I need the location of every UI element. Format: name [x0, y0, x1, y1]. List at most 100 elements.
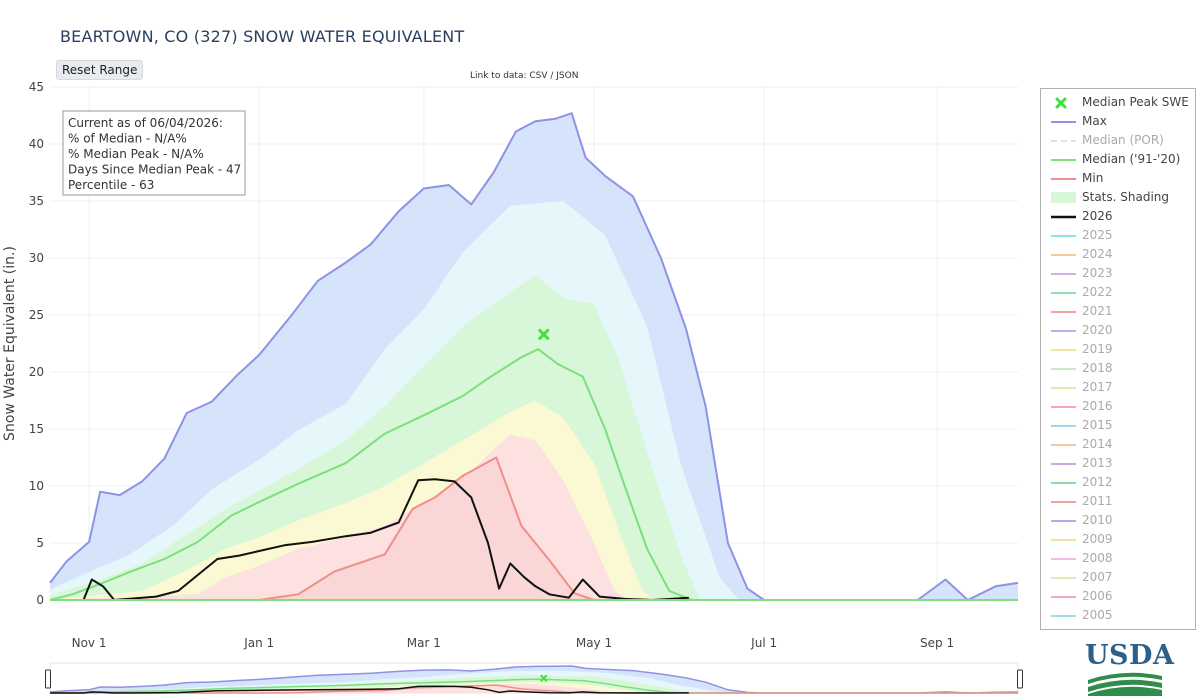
legend-item[interactable]: 2011: [1041, 492, 1195, 511]
legend-symbol: [1051, 444, 1076, 446]
min-line[interactable]: [50, 456, 1018, 601]
info-line: Days Since Median Peak - 47: [68, 163, 241, 177]
max-line[interactable]: [49, 112, 1019, 601]
slider-handle-right[interactable]: [1017, 669, 1023, 689]
legend-label: 2026: [1082, 209, 1113, 223]
legend-label: 2011: [1082, 494, 1113, 508]
legend-item[interactable]: 2007: [1041, 568, 1195, 587]
range-slider[interactable]: [45, 662, 1023, 694]
legend-item[interactable]: 2016: [1041, 397, 1195, 416]
legend-label: 2025: [1082, 228, 1113, 242]
legend-item[interactable]: 2022: [1041, 283, 1195, 302]
legend-label: 2019: [1082, 342, 1113, 356]
json-link[interactable]: JSON: [556, 71, 579, 81]
legend-item[interactable]: 2009: [1041, 530, 1195, 549]
legend-label: 2012: [1082, 475, 1113, 489]
legend-item[interactable]: 2015: [1041, 416, 1195, 435]
usda-logo: USDA: [1085, 640, 1174, 698]
reset-range-button[interactable]: Reset Range: [56, 60, 144, 80]
series-lines: [49, 112, 1019, 601]
legend-label: Max: [1082, 114, 1107, 128]
legend-item[interactable]: 2010: [1041, 511, 1195, 530]
legend-item[interactable]: Median (POR): [1041, 131, 1195, 150]
legend-symbol: [1051, 292, 1076, 294]
legend-label: 2021: [1082, 304, 1113, 318]
data-link-prefix: Link to data:: [470, 71, 530, 81]
x-tick-label: Mar 1: [407, 636, 441, 650]
legend-symbol: [1051, 254, 1076, 256]
legend-label: Median Peak SWE: [1082, 95, 1189, 109]
legend-item[interactable]: 2017: [1041, 378, 1195, 397]
median-line[interactable]: [49, 348, 1018, 601]
info-line: % Median Peak - N/A%: [68, 147, 204, 161]
legend-label: 2006: [1082, 589, 1113, 603]
legend-item[interactable]: 2006: [1041, 587, 1195, 606]
legend-symbol: [1051, 615, 1076, 617]
median-peak-marker[interactable]: [538, 328, 550, 340]
legend-item[interactable]: 2008: [1041, 549, 1195, 568]
slider-peak-marker: [540, 674, 548, 682]
legend-label: Min: [1082, 171, 1104, 185]
legend-item[interactable]: 2024: [1041, 245, 1195, 264]
usda-logo-stripes: [1088, 672, 1162, 696]
legend-item[interactable]: Max: [1041, 112, 1195, 131]
x-tick-label: Sep 1: [920, 636, 954, 650]
x-axis: Nov 1 Jan 1 Mar 1 May 1 Jul 1 Sep 1: [72, 636, 955, 650]
legend-symbol: [1051, 178, 1076, 180]
legend-symbol: [1051, 311, 1076, 313]
y-tick-label: 45: [29, 80, 44, 94]
legend-label: 2023: [1082, 266, 1113, 280]
legend-item[interactable]: 2019: [1041, 340, 1195, 359]
legend-item[interactable]: Median Peak SWE: [1041, 93, 1195, 112]
slider-max-line: [49, 665, 1019, 694]
slider-handle-left[interactable]: [45, 669, 51, 689]
min-band: [50, 457, 1018, 600]
legend-symbol: [1051, 482, 1076, 484]
legend-symbol: [1051, 406, 1076, 408]
y-tick-label: 40: [29, 137, 44, 151]
legend-item[interactable]: Stats. Shading: [1041, 188, 1195, 207]
y-axis-label: Snow Water Equivalent (in.): [2, 246, 18, 441]
x-tick-label: Jan 1: [243, 636, 274, 650]
lower-shading: [50, 434, 1018, 600]
info-box: Current as of 06/04/2026: % of Median - N…: [62, 110, 246, 196]
legend-label: 2017: [1082, 380, 1113, 394]
legend-label: 2020: [1082, 323, 1113, 337]
slider-lower-shading: [50, 683, 1018, 693]
legend-item[interactable]: 2013: [1041, 454, 1195, 473]
y-tick-label: 10: [29, 479, 44, 493]
y-tick-label: 0: [36, 593, 44, 607]
legend-symbol: [1051, 368, 1076, 370]
legend-label: 2015: [1082, 418, 1113, 432]
legend-label: Median (POR): [1082, 133, 1164, 147]
legend-label: 2016: [1082, 399, 1113, 413]
legend-symbol: [1051, 501, 1076, 503]
csv-link[interactable]: CSV: [529, 71, 548, 81]
data-link: Link to data: CSV / JSON: [470, 71, 578, 81]
legend-item[interactable]: 2012: [1041, 473, 1195, 492]
legend-symbol: [1051, 558, 1076, 560]
legend-item[interactable]: 2026: [1041, 207, 1195, 226]
legend-label: 2005: [1082, 608, 1113, 622]
legend-item[interactable]: 2023: [1041, 264, 1195, 283]
legend-label: 2013: [1082, 456, 1113, 470]
legend-symbol: [1051, 159, 1076, 161]
current-year-line[interactable]: [50, 478, 689, 601]
legend-label: 2022: [1082, 285, 1113, 299]
legend-item[interactable]: 2025: [1041, 226, 1195, 245]
legend-item[interactable]: 2014: [1041, 435, 1195, 454]
stats-shading: [50, 113, 1018, 600]
swe-chart[interactable]: 0 5 10 15 20 25 30 35 40 45 Nov 1 Jan 1 Mar 1 May 1 Ju…: [0, 0, 1035, 700]
legend-item[interactable]: Median ('91-'20): [1041, 150, 1195, 169]
legend-item[interactable]: 2018: [1041, 359, 1195, 378]
legend-item[interactable]: 2020: [1041, 321, 1195, 340]
info-line: Percentile - 63: [68, 178, 154, 192]
x-tick-label: Nov 1: [72, 636, 107, 650]
legend-label: 2024: [1082, 247, 1113, 261]
legend-item[interactable]: Min: [1041, 169, 1195, 188]
slider-median-line: [49, 678, 1018, 694]
legend-symbol: [1055, 97, 1067, 109]
legend-label: Stats. Shading: [1082, 190, 1170, 204]
legend-item[interactable]: 2021: [1041, 302, 1195, 321]
legend-item[interactable]: 2005: [1041, 606, 1195, 625]
